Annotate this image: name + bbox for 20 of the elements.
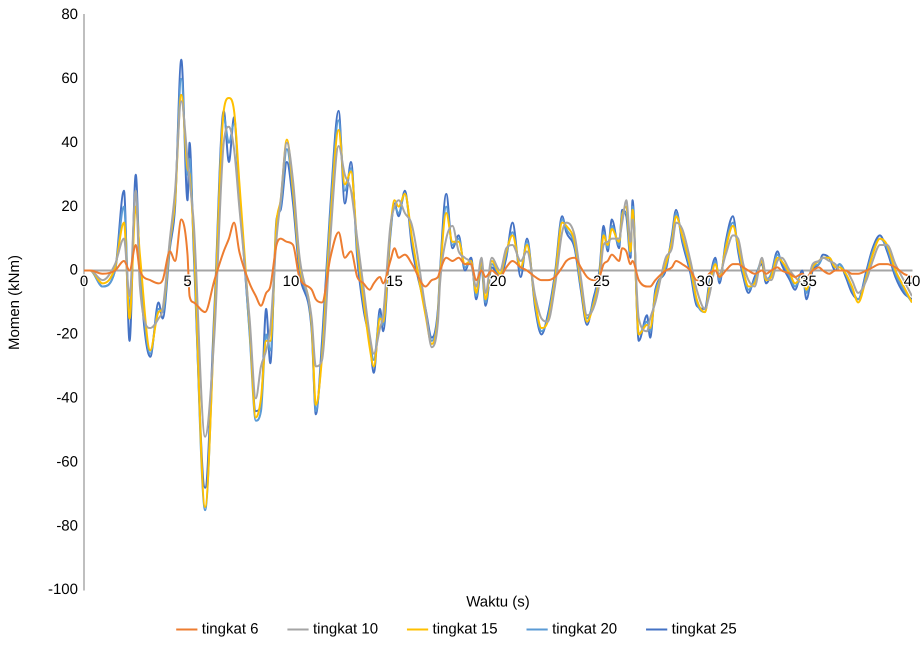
- x-tick-label: 10: [282, 273, 300, 290]
- y-axis-title: Momen (kNm): [6, 254, 24, 350]
- y-tick-label: -60: [56, 453, 78, 470]
- y-tick-label: 20: [61, 198, 78, 215]
- y-tick-label: -20: [56, 326, 78, 343]
- x-axis-title: Waktu (s): [466, 594, 530, 611]
- legend-label: tingkat 20: [552, 620, 618, 638]
- y-tick-label: 0: [70, 262, 78, 279]
- y-tick-label: -80: [56, 517, 78, 534]
- legend-label: tingkat 15: [432, 620, 498, 638]
- y-tick-label: -40: [56, 389, 78, 406]
- y-tick-label: -100: [48, 581, 78, 598]
- x-tick-label: 20: [490, 273, 506, 290]
- y-tick-label: 80: [61, 6, 78, 24]
- y-tick-label: 60: [61, 70, 78, 88]
- x-tick-label: 40: [904, 273, 920, 290]
- legend-label: tingkat 25: [672, 620, 737, 638]
- legend-label: tingkat 10: [313, 620, 378, 638]
- legend-label: tingkat 6: [202, 620, 259, 638]
- y-tick-label: 40: [61, 134, 78, 151]
